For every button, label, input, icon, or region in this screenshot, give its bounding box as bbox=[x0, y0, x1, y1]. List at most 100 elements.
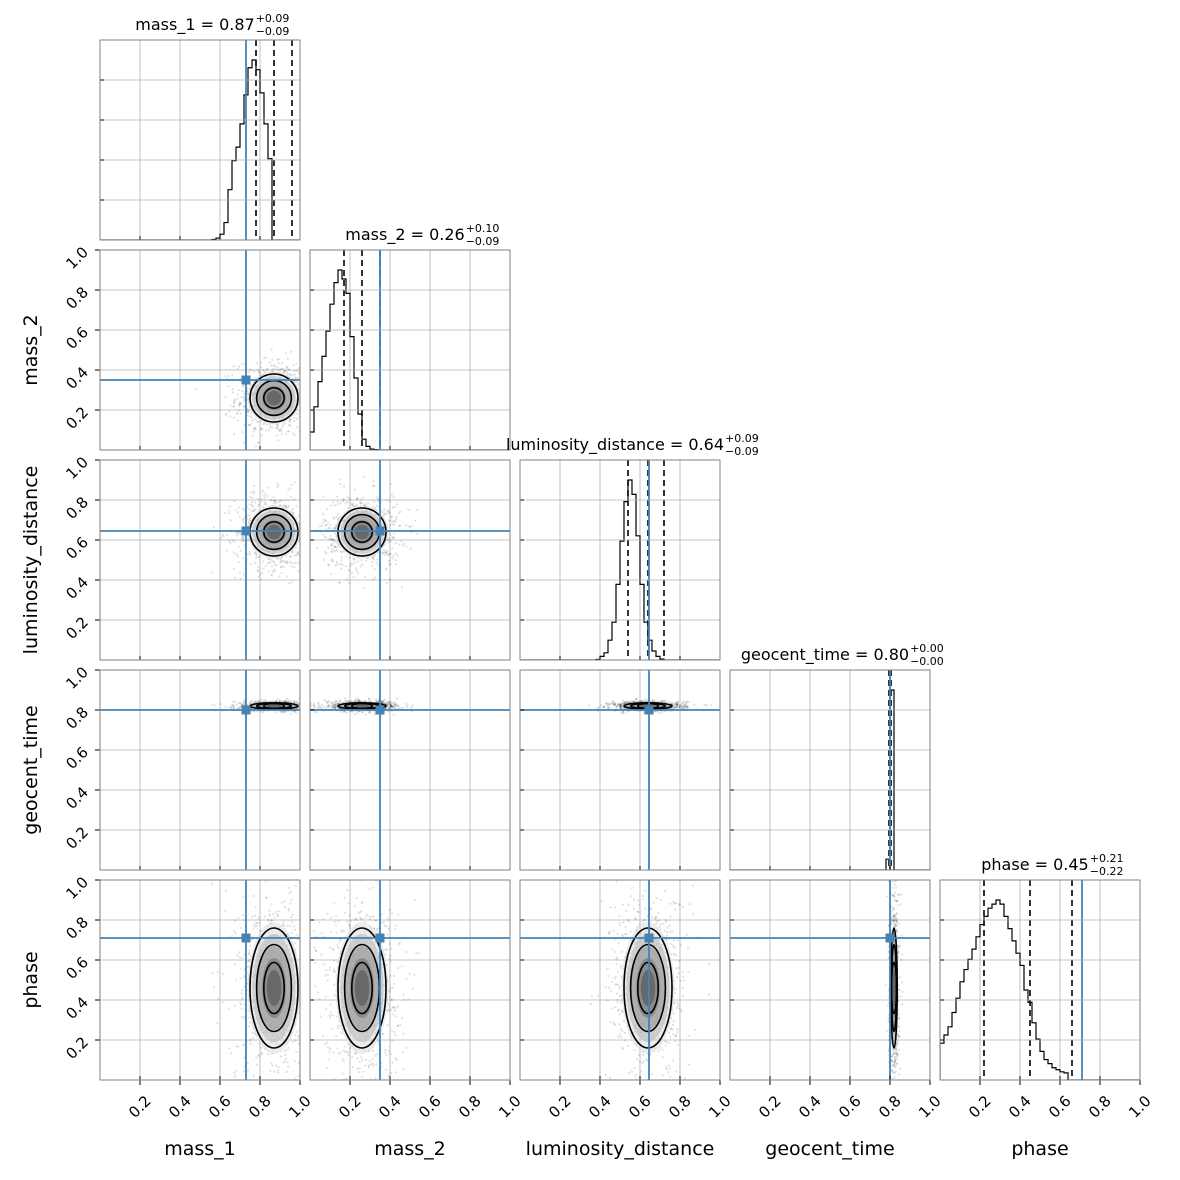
scatter-point bbox=[299, 455, 301, 457]
scatter-point bbox=[297, 551, 300, 554]
scatter-point bbox=[396, 554, 399, 557]
scatter-point bbox=[393, 704, 397, 707]
scatter-point bbox=[276, 424, 279, 427]
scatter-point bbox=[606, 706, 610, 709]
scatter-point bbox=[240, 1015, 244, 1019]
scatter-point bbox=[685, 704, 688, 708]
scatter-point bbox=[289, 487, 292, 490]
scatter-point bbox=[259, 578, 262, 581]
scatter-point bbox=[296, 552, 299, 556]
scatter-point bbox=[391, 704, 394, 708]
scatter-point bbox=[252, 430, 255, 433]
scatter-point bbox=[247, 424, 250, 427]
scatter-point bbox=[324, 524, 327, 527]
scatter-point bbox=[338, 581, 341, 584]
scatter-point bbox=[371, 484, 375, 488]
scatter-point bbox=[227, 512, 231, 515]
histogram-mass_1 bbox=[100, 59, 300, 240]
scatter-point bbox=[290, 700, 293, 704]
scatter-point bbox=[285, 1121, 287, 1123]
scatter-point bbox=[285, 561, 288, 564]
scatter-point bbox=[587, 704, 591, 707]
scatter-point bbox=[295, 1051, 298, 1054]
scatter-point bbox=[334, 545, 337, 549]
scatter-point bbox=[241, 537, 244, 540]
scatter-point bbox=[619, 702, 622, 706]
scatter-point bbox=[245, 1084, 247, 1086]
scatter-point bbox=[260, 426, 263, 430]
scatter-point bbox=[297, 382, 300, 386]
scatter-point bbox=[291, 374, 294, 377]
scatter-point bbox=[307, 374, 309, 376]
scatter-point bbox=[211, 703, 214, 706]
scatter-point bbox=[359, 501, 362, 504]
scatter-point bbox=[286, 867, 288, 869]
scatter-point bbox=[270, 840, 272, 842]
scatter-point bbox=[303, 705, 305, 707]
panel-frame bbox=[309, 459, 511, 661]
panel-title-plus: +0.09 bbox=[725, 432, 759, 445]
scatter-point bbox=[259, 500, 262, 503]
scatter-point bbox=[278, 698, 281, 701]
scatter-point bbox=[250, 562, 253, 566]
scatter-point bbox=[314, 359, 316, 361]
scatter-point bbox=[260, 434, 263, 437]
scatter-point bbox=[371, 555, 375, 558]
scatter-point bbox=[326, 521, 330, 524]
scatter-point bbox=[356, 572, 359, 575]
scatter-point bbox=[383, 508, 386, 511]
scatter-point bbox=[368, 698, 371, 701]
scatter-point bbox=[392, 705, 395, 708]
scatter-point bbox=[387, 509, 390, 513]
scatter-point bbox=[305, 504, 307, 506]
scatter-point bbox=[352, 502, 355, 505]
scatter-point bbox=[277, 358, 280, 361]
scatter-point bbox=[258, 371, 261, 375]
scatter-point bbox=[624, 701, 627, 704]
scatter-point bbox=[306, 391, 308, 393]
scatter-point bbox=[268, 909, 271, 912]
scatter-point bbox=[232, 405, 235, 409]
scatter-point bbox=[374, 576, 377, 579]
scatter-point bbox=[400, 586, 403, 589]
scatter-point bbox=[392, 532, 396, 535]
scatter-point bbox=[331, 539, 334, 542]
panel-frame bbox=[99, 669, 301, 871]
scatter-point bbox=[371, 560, 374, 563]
scatter-point bbox=[274, 426, 278, 429]
scatter-point bbox=[290, 565, 293, 568]
scatter-point bbox=[260, 711, 264, 714]
scatter-point bbox=[617, 703, 620, 706]
scatter-point bbox=[403, 542, 406, 545]
scatter-point bbox=[230, 704, 234, 708]
scatter-point bbox=[254, 905, 257, 909]
scatter-point bbox=[384, 551, 387, 554]
scatter-point bbox=[389, 552, 392, 556]
scatter-point bbox=[235, 703, 239, 706]
scatter-point bbox=[267, 1053, 270, 1056]
scatter-point bbox=[249, 415, 252, 418]
scatter-point bbox=[263, 497, 266, 500]
scatter-point bbox=[388, 703, 392, 706]
scatter-point bbox=[609, 702, 612, 706]
scatter-point bbox=[265, 367, 268, 371]
scatter-point bbox=[270, 903, 273, 906]
scatter-point bbox=[282, 423, 285, 426]
scatter-point bbox=[327, 546, 330, 550]
scatter-point bbox=[337, 701, 340, 705]
scatter-point bbox=[304, 1051, 306, 1053]
scatter-point bbox=[620, 702, 623, 705]
scatter-point bbox=[348, 569, 352, 573]
scatter-point bbox=[281, 700, 284, 703]
scatter-point bbox=[236, 555, 240, 558]
scatter-point bbox=[367, 711, 371, 714]
y-tick-label: 0.8 bbox=[62, 493, 92, 523]
scatter-point bbox=[290, 350, 293, 353]
scatter-point bbox=[681, 702, 684, 705]
scatter-point bbox=[256, 566, 260, 569]
scatter-point bbox=[311, 515, 313, 517]
scatter-point bbox=[289, 424, 292, 427]
scatter-point bbox=[222, 972, 225, 976]
scatter-point bbox=[324, 706, 328, 709]
scatter-point bbox=[292, 710, 296, 713]
